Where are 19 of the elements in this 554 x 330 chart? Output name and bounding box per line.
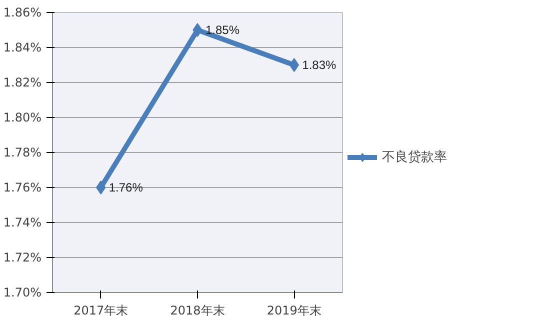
x-tick-label: 2019年末 <box>266 304 322 318</box>
point <box>289 58 299 72</box>
data-label: 1.83% <box>302 58 337 72</box>
y-tick-label: 1.80% <box>3 110 42 124</box>
y-tick-label: 1.84% <box>3 40 42 54</box>
x-tick-label: 2017年末 <box>74 304 128 318</box>
y-tick-label: 1.82% <box>3 76 42 90</box>
y-tick-label: 1.76% <box>3 180 42 194</box>
point <box>192 23 202 37</box>
data-label: 1.76% <box>108 180 144 194</box>
y-tick-label: 1.70% <box>3 286 42 300</box>
y-tick-label: 1.72% <box>3 250 42 264</box>
data-label: 1.85% <box>206 23 240 37</box>
legend-label: 不良贷款率 <box>382 148 447 166</box>
y-tick-label: 1.86% <box>3 6 42 20</box>
x-tick-label: 2018年末 <box>170 304 225 318</box>
point <box>96 180 106 194</box>
y-tick-label: 1.78% <box>3 146 42 160</box>
y-tick-label: 1.74% <box>3 216 42 230</box>
